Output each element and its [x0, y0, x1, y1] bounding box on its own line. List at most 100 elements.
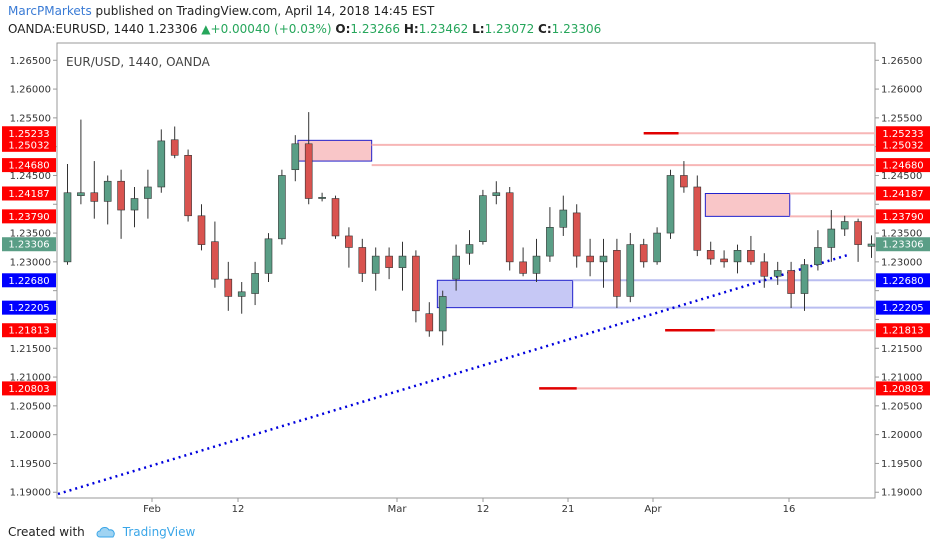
price-label-left: 1.22205 [2, 300, 56, 315]
y-tick-label-right: 1.23000 [881, 257, 922, 268]
x-tick-label: Apr [644, 504, 662, 515]
candle-up [800, 264, 809, 294]
candle-up [773, 270, 782, 277]
y-tick-label-left: 1.21000 [10, 373, 51, 384]
y-tick-label-right: 1.21000 [881, 373, 922, 384]
x-tick-label: Feb [143, 504, 161, 515]
price-label-left-text: 1.21813 [8, 326, 49, 337]
tradingview-cloud-icon [96, 527, 115, 538]
candle-down [184, 155, 192, 217]
price-label-right-text: 1.24187 [882, 189, 923, 200]
price-label-left: 1.24680 [2, 158, 56, 173]
symbol-label: OANDA:EURUSD, 1440 [8, 22, 145, 36]
candle-up [559, 209, 568, 228]
price-label-right: 1.23790 [876, 209, 930, 224]
y-tick-label-right: 1.19500 [881, 459, 922, 470]
y-tick-label-right: 1.26500 [881, 56, 922, 67]
price-label-left-bg [2, 137, 56, 152]
candle-down [117, 180, 125, 211]
candle-up [666, 175, 675, 234]
candle-down [385, 255, 393, 268]
candle-up [626, 244, 635, 297]
demand-zone-mar [436, 279, 574, 309]
price-label-right: 1.24680 [876, 158, 930, 173]
candle-down [304, 143, 313, 199]
price-label-right: 1.23306 [876, 237, 930, 252]
y-tick-label-right: 1.24500 [881, 171, 922, 182]
price-change: +0.00040 (+0.03%) [210, 22, 332, 36]
price-label-right-text: 1.21813 [882, 326, 923, 337]
candle-up [452, 255, 460, 280]
price-label-right-text: 1.20803 [882, 384, 923, 395]
price-label-right-text: 1.25032 [882, 140, 923, 151]
candle-up [318, 197, 326, 199]
price-label-right: 1.24187 [876, 186, 930, 201]
candle-down [224, 278, 233, 297]
y-tick-label-right: 1.19000 [881, 488, 922, 499]
candle-up [103, 180, 112, 202]
candle-down [639, 244, 648, 263]
price-label-left-text: 1.23790 [8, 212, 49, 223]
price-label-right-bg [876, 137, 930, 152]
price-label-left-text: 1.25032 [8, 140, 49, 151]
candle-up [157, 140, 166, 188]
price-label-right-bg [876, 381, 930, 396]
tradingview-brand-link[interactable]: TradingView [122, 525, 196, 539]
price-label-left-text: 1.23306 [8, 240, 49, 251]
candle-up [465, 244, 474, 254]
y-tick-label-left: 1.19000 [10, 488, 51, 499]
candle-up [371, 255, 380, 274]
candle-up [237, 291, 246, 297]
candle-down [90, 192, 99, 202]
low-label: L: [472, 22, 485, 36]
high-label: H: [403, 22, 419, 36]
x-tick-label: Mar [388, 504, 408, 515]
y-tick-label-right: 1.20500 [881, 401, 922, 412]
chart-title: EUR/USD, 1440, OANDA [66, 55, 211, 69]
candle-up [63, 192, 72, 263]
candle-up [733, 250, 742, 263]
price-label-left-text: 1.24187 [8, 189, 49, 200]
candle-up [546, 227, 554, 257]
price-chart[interactable]: EUR/USD, 1440, OANDA 1.26500 1.26500 1.260… [0, 0, 932, 520]
price-label-right: 1.22680 [876, 273, 930, 288]
candle-down [572, 212, 581, 257]
candle-up [130, 198, 139, 211]
author-link[interactable]: MarcPMarkets [8, 4, 92, 18]
y-tick-label-right: 1.20000 [881, 430, 922, 441]
open-value: 1.23266 [350, 22, 401, 36]
price-label-right-bg [876, 323, 930, 338]
candle-down [693, 186, 702, 251]
price-label-right: 1.25233 [876, 126, 930, 141]
price-label-left-text: 1.24680 [8, 161, 49, 172]
candle-up [867, 243, 876, 247]
candle-down [586, 255, 594, 263]
price-label-right-text: 1.22205 [882, 303, 923, 314]
price-label-left: 1.22680 [2, 273, 56, 288]
candle-up [653, 232, 661, 263]
price-label-right-bg [876, 237, 930, 252]
candle-down [170, 139, 179, 156]
y-tick-label-left: 1.19500 [10, 459, 51, 470]
candle-down [211, 241, 219, 280]
y-tick-label-left: 1.20000 [10, 430, 51, 441]
price-label-left: 1.24187 [2, 186, 56, 201]
price-label-right: 1.22205 [876, 300, 930, 315]
price-label-right-bg [876, 209, 930, 224]
close-value: 1.23306 [551, 22, 602, 36]
candle-down [720, 258, 728, 263]
candle-down [787, 270, 795, 294]
price-label-left: 1.23306 [2, 237, 56, 252]
candle-up [814, 247, 822, 266]
candle-up [398, 255, 407, 268]
candle-up [278, 175, 286, 240]
price-label-left-text: 1.22680 [8, 276, 49, 287]
last-price: 1.23306 [147, 22, 198, 36]
price-label-left: 1.25032 [2, 137, 56, 152]
price-label-right-bg [876, 158, 930, 173]
candle-up [492, 192, 501, 196]
candle-up [144, 186, 152, 199]
published-text: published on TradingView.com, April 14, … [95, 4, 435, 18]
price-label-right: 1.25032 [876, 137, 930, 152]
supply-zone-apr [704, 192, 791, 217]
